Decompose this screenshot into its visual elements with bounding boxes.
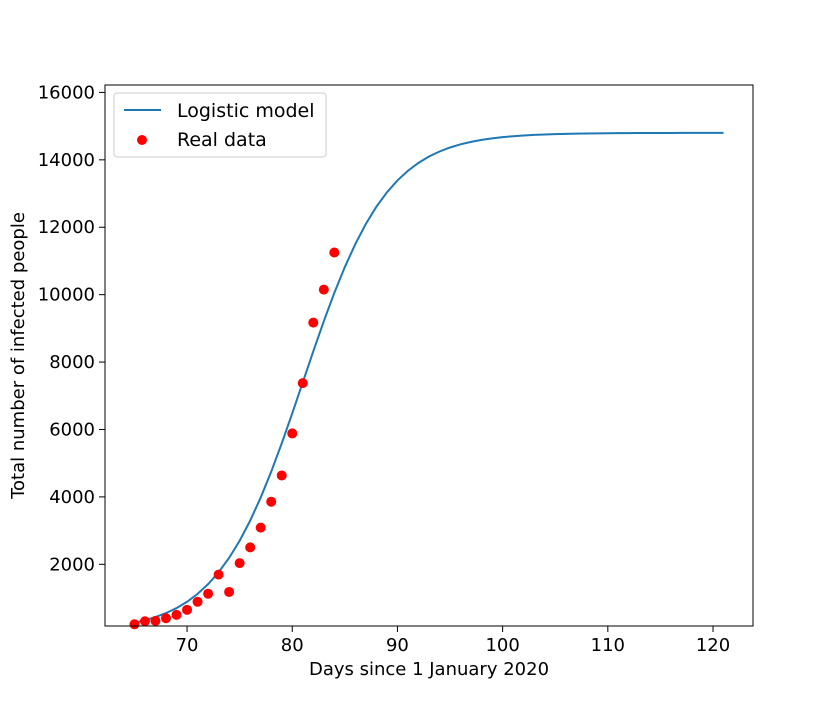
y-tick-label: 4000 <box>49 487 95 508</box>
y-tick-label: 16000 <box>38 82 95 103</box>
real-data-point <box>329 247 340 258</box>
x-tick-label: 70 <box>176 635 199 656</box>
real-data-point <box>245 542 256 553</box>
axes-layer: 70 80 90 100 110 120 2000 4000 6000 8000 10000 1200… <box>38 82 754 656</box>
y-tick-label: 6000 <box>49 419 95 440</box>
legend-label-logistic-model: Logistic model <box>177 100 315 122</box>
real-data-point <box>318 284 329 295</box>
real-data-point <box>213 569 224 580</box>
real-data-point <box>203 588 214 599</box>
real-data-point <box>224 586 235 597</box>
y-tick-label: 10000 <box>38 285 95 306</box>
real-data-point <box>161 613 172 624</box>
x-tick-label: 90 <box>386 635 409 656</box>
real-data-point <box>276 470 287 481</box>
legend-label-real-data: Real data <box>177 129 267 151</box>
legend-box <box>113 92 327 158</box>
x-tick-label: 80 <box>281 635 304 656</box>
y-axis-label: Total number of infected people <box>8 212 29 500</box>
logistic-model-line <box>134 131 724 624</box>
y-tick-label: 8000 <box>49 352 95 373</box>
y-tick-label: 12000 <box>38 217 95 238</box>
x-tick-label: 100 <box>485 635 519 656</box>
real-data-point <box>182 604 193 615</box>
legend-dot-swatch <box>137 135 147 145</box>
real-data-point <box>171 609 182 620</box>
plot-background <box>105 85 753 626</box>
legend: Logistic model Real data <box>113 92 327 158</box>
series-layer <box>129 131 724 630</box>
x-tick-label: 120 <box>696 635 730 656</box>
real-data-point <box>308 317 319 328</box>
y-tick-label: 14000 <box>38 150 95 171</box>
real-data-point <box>234 558 245 569</box>
real-data-point <box>139 616 150 627</box>
real-data-point <box>287 428 298 439</box>
x-tick-label: 110 <box>591 635 625 656</box>
real-data-point <box>129 619 140 630</box>
y-tick-label: 2000 <box>49 554 95 575</box>
real-data-point <box>255 522 266 533</box>
real-data-point <box>266 496 277 507</box>
x-axis-label: Days since 1 January 2020 <box>309 659 549 680</box>
real-data-point <box>297 378 308 389</box>
axes-frame <box>104 84 754 627</box>
real-data-point <box>192 596 203 607</box>
real-data-point <box>150 615 161 626</box>
plot-area <box>105 85 753 626</box>
